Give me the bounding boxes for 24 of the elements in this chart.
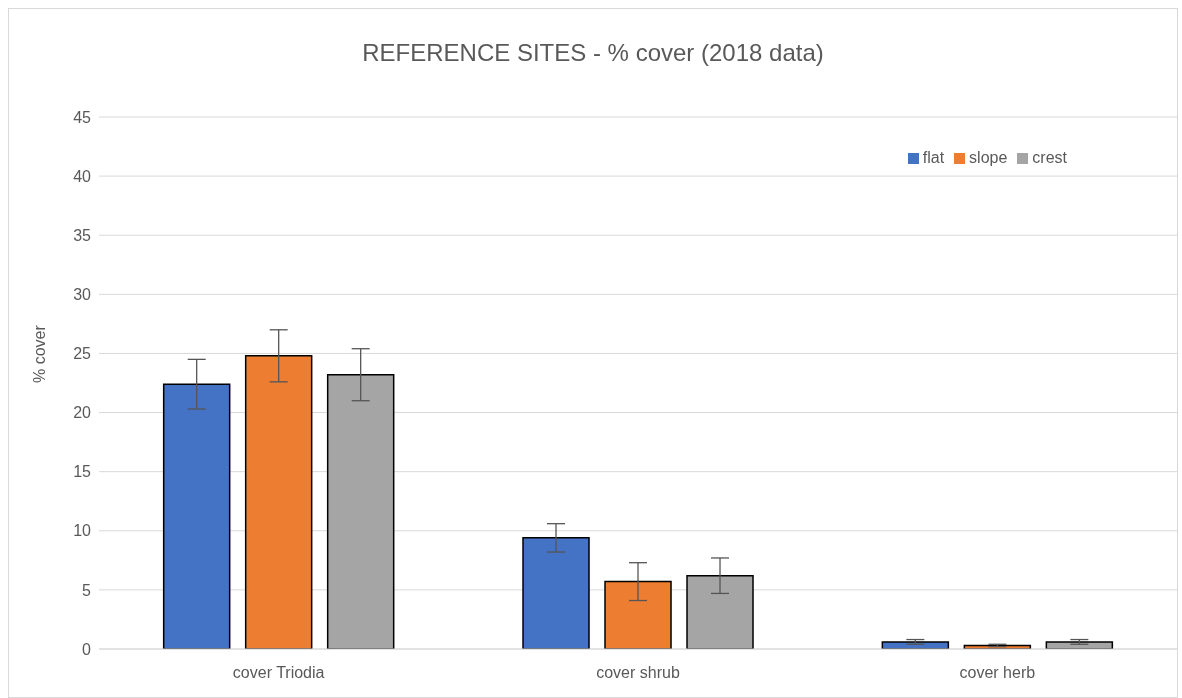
y-tick-label: 0 (82, 640, 92, 658)
y-tick-label: 15 (73, 463, 92, 481)
y-tick-label: 20 (73, 404, 92, 422)
bar (686, 574, 754, 649)
y-tick-label: 5 (82, 581, 92, 599)
bar (162, 383, 231, 649)
bar (244, 355, 313, 649)
bar (522, 537, 590, 649)
x-tick-label: cover herb (959, 664, 1036, 682)
legend-label: crest (1032, 149, 1067, 166)
y-tick-label: 35 (73, 226, 92, 244)
x-tick-label: cover Triodia (232, 664, 325, 682)
y-tick-label: 45 (73, 108, 92, 126)
y-tick-label: 30 (73, 286, 92, 304)
chart-title: REFERENCE SITES - % cover (2018 data) (361, 38, 825, 68)
bar (604, 580, 672, 649)
y-tick-label: 10 (73, 522, 92, 540)
x-tick-label: cover shrub (596, 664, 680, 682)
bar (326, 373, 395, 649)
y-tick-label: 40 (73, 167, 92, 185)
y-axis-title: % cover (30, 324, 48, 383)
legend-label: slope (969, 149, 1008, 166)
legend-label: flat (922, 149, 945, 166)
y-tick-label: 25 (73, 345, 92, 363)
